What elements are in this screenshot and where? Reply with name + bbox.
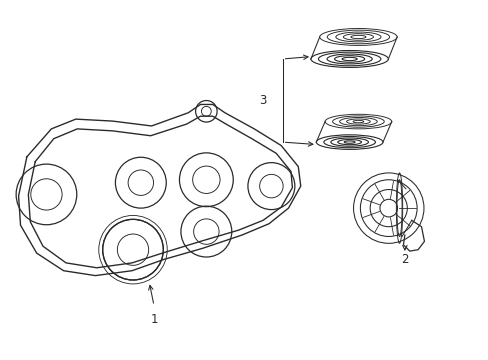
Text: 2: 2 <box>400 253 408 266</box>
Text: 1: 1 <box>150 313 158 326</box>
Text: 3: 3 <box>259 94 266 107</box>
